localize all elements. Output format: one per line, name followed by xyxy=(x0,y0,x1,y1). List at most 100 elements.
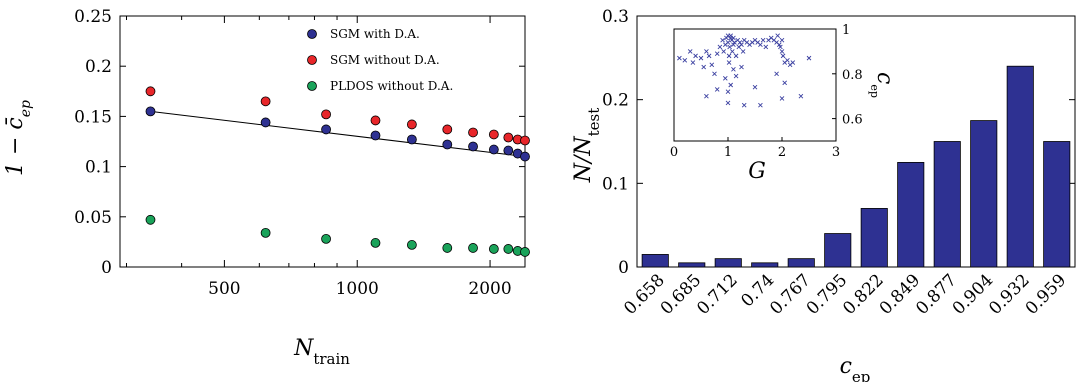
inset-data-point xyxy=(712,71,717,77)
data-point-pldos-without-d-a- xyxy=(442,243,453,253)
right-plot-frame xyxy=(636,15,1076,268)
data-point-sgm-without-d-a- xyxy=(370,115,381,126)
data-point-pldos-without-d-a- xyxy=(488,244,499,254)
legend-marker xyxy=(307,29,317,39)
inset-data-point xyxy=(720,37,725,43)
inset-data-point xyxy=(717,44,723,50)
inset-data-point xyxy=(714,87,720,92)
right-bars xyxy=(641,65,1071,268)
inset-data-point xyxy=(690,60,696,65)
data-point-sgm-with-d-a- xyxy=(442,139,453,150)
left-y-tick-label: 0.25 xyxy=(74,7,112,27)
right-y-tick-label: 0.1 xyxy=(602,174,629,194)
left-y-tick-label: 0 xyxy=(101,258,112,278)
inset-data-point xyxy=(677,55,682,61)
data-point-sgm-without-d-a- xyxy=(321,109,331,120)
data-point-pldos-without-d-a- xyxy=(503,244,514,254)
inset-data-point xyxy=(739,42,744,47)
inset-data-point xyxy=(731,67,736,72)
left-data-points xyxy=(145,86,530,257)
data-point-sgm-with-d-a- xyxy=(488,144,499,155)
inset-data-point xyxy=(806,55,812,61)
right-x-axis-label: cep xyxy=(840,354,871,382)
inset-data-point xyxy=(758,42,763,47)
inset-data-point xyxy=(687,49,693,54)
left-y-ticks: 0 0.05 0.1 0.15 0.2 0.25 xyxy=(74,7,525,278)
inset-data-point xyxy=(782,80,788,86)
inset-data-point xyxy=(726,60,732,65)
right-x-tick-label: 0.959 xyxy=(1022,270,1071,319)
inset-data-point xyxy=(701,64,707,70)
legend-marker xyxy=(307,81,317,91)
legend-label: PLDOS without D.A. xyxy=(330,79,453,93)
inset-data-point xyxy=(785,58,790,63)
inset-data-point xyxy=(732,40,737,45)
inset-data-point xyxy=(780,53,786,59)
bar-0.849 xyxy=(897,162,925,268)
bar-0.767 xyxy=(787,258,815,268)
inset-data-point xyxy=(741,102,747,108)
data-point-sgm-with-d-a- xyxy=(321,124,331,135)
right-x-tick-label: 0.712 xyxy=(693,270,742,319)
right-x-tick-labels: 0.6580.6850.7120.740.7670.7950.8220.8490… xyxy=(620,270,1070,319)
right-x-tick-label: 0.877 xyxy=(912,270,961,319)
data-point-pldos-without-d-a- xyxy=(370,238,381,248)
left-y-tick-label: 0.1 xyxy=(85,158,112,178)
data-point-sgm-with-d-a- xyxy=(370,130,381,141)
inset-x-axis-label: G xyxy=(748,159,766,184)
left-x-tick-label: 2000 xyxy=(468,279,511,299)
inset-data-point xyxy=(704,49,709,54)
right-x-tick-label: 0.685 xyxy=(657,270,706,319)
inset-data-point xyxy=(731,35,736,41)
left-x-tick-label: 1000 xyxy=(336,279,379,299)
data-point-sgm-without-d-a- xyxy=(503,132,514,143)
data-point-sgm-without-d-a- xyxy=(442,124,453,135)
right-x-tick-label: 0.767 xyxy=(766,270,815,319)
data-point-pldos-without-d-a- xyxy=(468,243,478,253)
inset-scatter-chart: 0 1 2 3 0.6 0.8 1 G cep xyxy=(670,23,897,184)
inset-data-point xyxy=(709,62,715,68)
inset-x-tick-label: 3 xyxy=(832,145,840,160)
data-point-sgm-with-d-a- xyxy=(145,106,156,117)
data-point-sgm-without-d-a- xyxy=(260,96,271,107)
data-point-pldos-without-d-a- xyxy=(260,227,271,238)
inset-data-point xyxy=(779,96,785,101)
left-y-tick-label: 0.05 xyxy=(74,208,112,228)
left-x-tick-label: 500 xyxy=(208,279,240,299)
inset-data-point xyxy=(776,42,782,47)
inset-points xyxy=(677,33,812,108)
legend-label: SGM without D.A. xyxy=(330,53,440,67)
bar-0.877 xyxy=(933,141,961,268)
inset-data-point xyxy=(763,44,769,50)
inset-data-point xyxy=(726,53,732,59)
inset-y-tick-label: 0.6 xyxy=(842,113,863,128)
left-plot-frame xyxy=(119,15,526,268)
bar-0.822 xyxy=(860,208,888,268)
inset-y-tick-label: 0.8 xyxy=(842,68,863,83)
inset-data-point xyxy=(758,102,763,108)
inset-x-tick-label: 2 xyxy=(778,145,786,160)
bar-0.904 xyxy=(970,120,998,268)
inset-data-point xyxy=(779,37,785,43)
right-x-tick-label: 0.795 xyxy=(803,270,852,319)
inset-data-point xyxy=(714,51,720,56)
left-x-ticks: 500 1000 2000 xyxy=(125,16,512,299)
inset-data-point xyxy=(790,60,796,65)
inset-data-point xyxy=(730,49,735,54)
inset-data-point xyxy=(725,40,731,45)
inset-x-tick-label: 1 xyxy=(724,145,732,160)
inset-data-point xyxy=(728,82,734,88)
legend-label: SGM with D.A. xyxy=(330,27,420,41)
data-point-sgm-with-d-a- xyxy=(260,117,271,128)
inset-data-point xyxy=(722,75,728,81)
right-bar-chart: 0 0.1 0.2 0.3 0.6580.6850.7120.740.7670.795… xyxy=(571,7,1076,382)
data-point-sgm-with-d-a- xyxy=(468,141,478,152)
legend: SGM with D.A. SGM without D.A. PLDOS witho… xyxy=(307,27,453,93)
inset-data-point xyxy=(725,89,731,95)
data-point-pldos-without-d-a- xyxy=(145,214,156,225)
inset-data-point xyxy=(778,44,783,50)
fit-line xyxy=(150,110,526,158)
inset-data-point xyxy=(698,55,704,61)
bar-0.959 xyxy=(1043,141,1071,268)
